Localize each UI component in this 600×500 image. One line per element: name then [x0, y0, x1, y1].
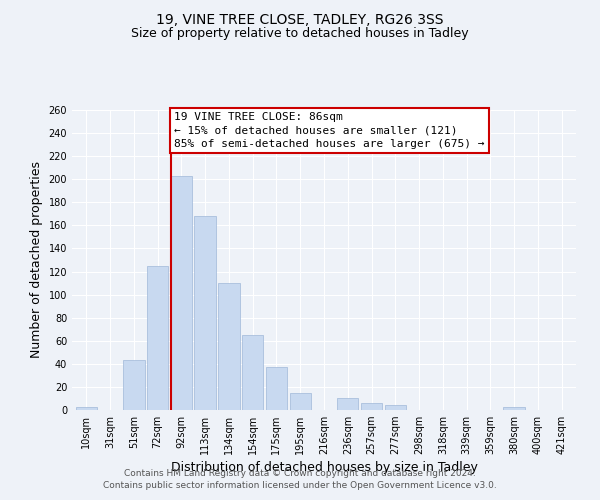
Bar — [194, 216, 216, 410]
Text: 19 VINE TREE CLOSE: 86sqm
← 15% of detached houses are smaller (121)
85% of semi: 19 VINE TREE CLOSE: 86sqm ← 15% of detac… — [174, 112, 485, 148]
Text: 19, VINE TREE CLOSE, TADLEY, RG26 3SS: 19, VINE TREE CLOSE, TADLEY, RG26 3SS — [156, 12, 444, 26]
Text: Contains public sector information licensed under the Open Government Licence v3: Contains public sector information licen… — [103, 481, 497, 490]
Bar — [76, 406, 97, 410]
Y-axis label: Number of detached properties: Number of detached properties — [30, 162, 43, 358]
Bar — [242, 335, 263, 410]
Bar — [147, 266, 168, 410]
Bar — [503, 406, 525, 410]
Text: Contains HM Land Registry data © Crown copyright and database right 2024.: Contains HM Land Registry data © Crown c… — [124, 468, 476, 477]
Bar — [123, 360, 145, 410]
Bar — [337, 398, 358, 410]
Bar — [385, 406, 406, 410]
Text: Size of property relative to detached houses in Tadley: Size of property relative to detached ho… — [131, 28, 469, 40]
Bar — [218, 283, 239, 410]
Bar — [290, 392, 311, 410]
X-axis label: Distribution of detached houses by size in Tadley: Distribution of detached houses by size … — [170, 462, 478, 474]
Bar — [266, 368, 287, 410]
Bar — [361, 403, 382, 410]
Bar — [170, 176, 192, 410]
